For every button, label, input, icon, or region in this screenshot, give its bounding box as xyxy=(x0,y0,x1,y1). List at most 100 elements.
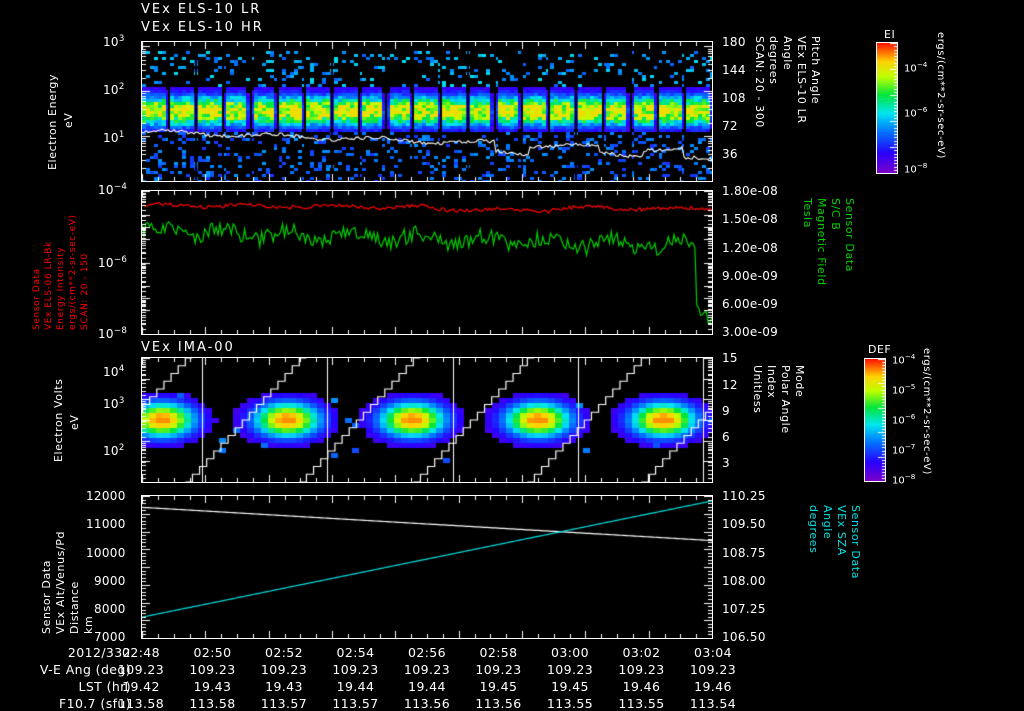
panel1-ylabel-main: Electron Energy xyxy=(46,73,59,170)
footer-cell-r2-c6: 19.45 xyxy=(551,679,589,694)
panel2-rlabel-1: S/C B xyxy=(829,198,842,231)
panel4-ytick-1: 11000 xyxy=(86,517,126,531)
panel3-ytick-1: 103 xyxy=(103,396,125,411)
footer-cell-r0-c6: 03:00 xyxy=(550,645,590,660)
panel1-rtick-0: 180 xyxy=(722,35,746,49)
panel1-rtick-3: 72 xyxy=(722,119,738,133)
panel2-rtick-5: 3.00e-09 xyxy=(722,325,779,339)
panel2-rlabel-2: Magnetic Field xyxy=(815,198,828,286)
panel2-ytick-1: 10−6 xyxy=(98,255,128,270)
panel4-rlabel-1: VEx SZA xyxy=(835,505,848,556)
panel4-rlabel-3: degrees xyxy=(807,505,820,554)
panel4-rtick-1: 109.50 xyxy=(722,517,766,531)
footer-cell-r2-c0: 19.42 xyxy=(122,679,160,694)
panel1-colorbar-units: ergs/(cm**2-sr-sec-eV) xyxy=(935,32,946,159)
panel4-llabel-2: Distance xyxy=(68,581,81,634)
panel3-rlabel-1: Polar Angle xyxy=(779,365,792,434)
footer-cell-r3-c8: 113.54 xyxy=(689,696,737,711)
panel2-rlabel-0: Sensor Data xyxy=(843,198,856,273)
footer-cell-r0-c0: 02:48 xyxy=(121,645,161,660)
panel1-ytick-0: 103 xyxy=(103,34,125,49)
panel4-ytick-4: 8000 xyxy=(94,602,126,616)
panel4-rlabel-0: Sensor Data xyxy=(849,505,862,580)
panel1-title-hr: VEx ELS-10 HR xyxy=(141,20,264,35)
panel1-plot-area[interactable] xyxy=(141,41,713,182)
panel3-ylabel-main: Electron Volts xyxy=(52,378,65,462)
panel3-colorbar-tick-4: 10−8 xyxy=(892,472,916,487)
panel3-colorbar-tick-2: 10−6 xyxy=(892,412,916,427)
panel2-llabel-1: VEx ELS-06 LR-Bk xyxy=(44,241,54,330)
panel3-rlabel-0: Mode xyxy=(793,365,806,398)
footer-cell-r0-c4: 02:56 xyxy=(407,645,447,660)
panel4-rtick-4: 107.25 xyxy=(722,602,766,616)
panel3-rlabel-2: Index xyxy=(765,365,778,399)
footer-cell-r1-c0: 109.23 xyxy=(117,662,165,677)
footer-row-label-3: F10.7 (sfu) xyxy=(59,696,131,711)
panel2-plot-area[interactable] xyxy=(141,190,713,335)
panel3-rtick-0: 15 xyxy=(722,351,738,365)
footer-cell-r2-c2: 19.43 xyxy=(265,679,303,694)
panel3-rtick-2: 9 xyxy=(722,404,730,418)
footer-cell-r3-c5: 113.56 xyxy=(475,696,522,711)
panel3-rlabel-3: Unitless xyxy=(751,365,764,414)
panel1-rtick-2: 108 xyxy=(722,91,746,105)
panel2-rtick-1: 1.50e-08 xyxy=(722,212,779,226)
panel2-rtick-0: 1.80e-08 xyxy=(722,184,779,198)
panel4-rtick-2: 108.75 xyxy=(722,546,766,560)
footer-cell-r3-c6: 113.55 xyxy=(546,696,594,711)
panel3-plot-area[interactable] xyxy=(141,357,713,483)
panel1-rlabel-2: Angle xyxy=(781,36,794,71)
panel2-rtick-3: 9.00e-09 xyxy=(722,269,779,283)
panel2-ytick-2: 10−8 xyxy=(98,326,128,341)
panel3-colorbar-tick-0: 10−4 xyxy=(892,352,916,367)
footer-cell-r3-c0: 113.58 xyxy=(117,696,165,711)
panel1-colorbar xyxy=(876,42,898,174)
panel2-ytick-0: 10−4 xyxy=(98,182,128,197)
panel1-colorbar-tick-1: 10−6 xyxy=(904,105,928,120)
panel1-rlabel-4: SCAN: 20 - 300 xyxy=(753,36,766,128)
panel4-rtick-5: 106.50 xyxy=(722,630,766,644)
panel3-rtick-1: 12 xyxy=(722,378,738,392)
panel2-rlabel-3: Tesla xyxy=(801,198,814,229)
footer-cell-r0-c5: 02:58 xyxy=(479,645,518,660)
panel2-llabel-3: ergs/(cm**2-sr-sec-eV) xyxy=(68,214,78,330)
panel2-llabel-4: SCAN: 20 - 150 xyxy=(80,253,90,330)
footer-cell-r1-c3: 109.23 xyxy=(332,662,379,677)
panel4-rtick-3: 108.00 xyxy=(722,574,766,588)
panel1-rtick-4: 36 xyxy=(722,147,738,161)
footer-cell-r2-c4: 19.44 xyxy=(408,679,446,694)
footer-cell-r3-c4: 113.56 xyxy=(403,696,451,711)
panel2-llabel-2: Energy Intensity xyxy=(56,246,66,330)
panel2-llabel-0: Sensor Data xyxy=(32,268,42,330)
footer-cell-r1-c7: 109.23 xyxy=(618,662,665,677)
panel3-colorbar-units: ergs/(cm**2-sr-sec-eV) xyxy=(921,348,932,475)
footer-cell-r1-c2: 109.23 xyxy=(260,662,308,677)
panel3-ytick-0: 104 xyxy=(103,364,125,379)
footer-cell-r3-c7: 113.55 xyxy=(618,696,665,711)
panel3-colorbar-tick-3: 10−7 xyxy=(892,442,916,457)
footer-cell-r1-c4: 109.23 xyxy=(403,662,451,677)
footer-row-label-2: LST (hr) xyxy=(78,679,131,694)
panel3-rtick-3: 6 xyxy=(722,430,730,444)
panel4-plot-area[interactable] xyxy=(141,495,713,639)
panel3-rtick-4: 3 xyxy=(722,456,730,470)
panel4-ytick-5: 7000 xyxy=(94,630,126,644)
footer-row-label-1: V-E Ang (deg) xyxy=(39,662,131,677)
panel4-llabel-0: Sensor Data xyxy=(40,559,53,634)
footer-row-label-0: 2012/332 xyxy=(67,645,131,660)
footer-cell-r2-c3: 19.44 xyxy=(336,679,375,694)
panel3-ytick-2: 102 xyxy=(103,443,125,458)
footer-cell-r1-c5: 109.23 xyxy=(475,662,522,677)
footer-cell-r3-c3: 113.57 xyxy=(332,696,379,711)
panel3-colorbar xyxy=(864,358,886,482)
panel3-colorbar-title: DEF xyxy=(868,343,892,356)
footer-cell-r1-c6: 109.23 xyxy=(546,662,594,677)
panel1-ytick-1: 102 xyxy=(103,82,125,97)
panel4-ytick-2: 10000 xyxy=(86,546,126,560)
panel3-ylabel-unit: eV xyxy=(68,414,81,431)
panel1-colorbar-tick-0: 10−4 xyxy=(904,60,928,75)
footer-cell-r2-c1: 19.43 xyxy=(193,679,232,694)
footer-cell-r0-c3: 02:54 xyxy=(336,645,375,660)
panel4-llabel-1: VEx Alt/Venus/Pd xyxy=(54,530,67,634)
panel1-rlabel-3: degrees xyxy=(767,36,780,85)
